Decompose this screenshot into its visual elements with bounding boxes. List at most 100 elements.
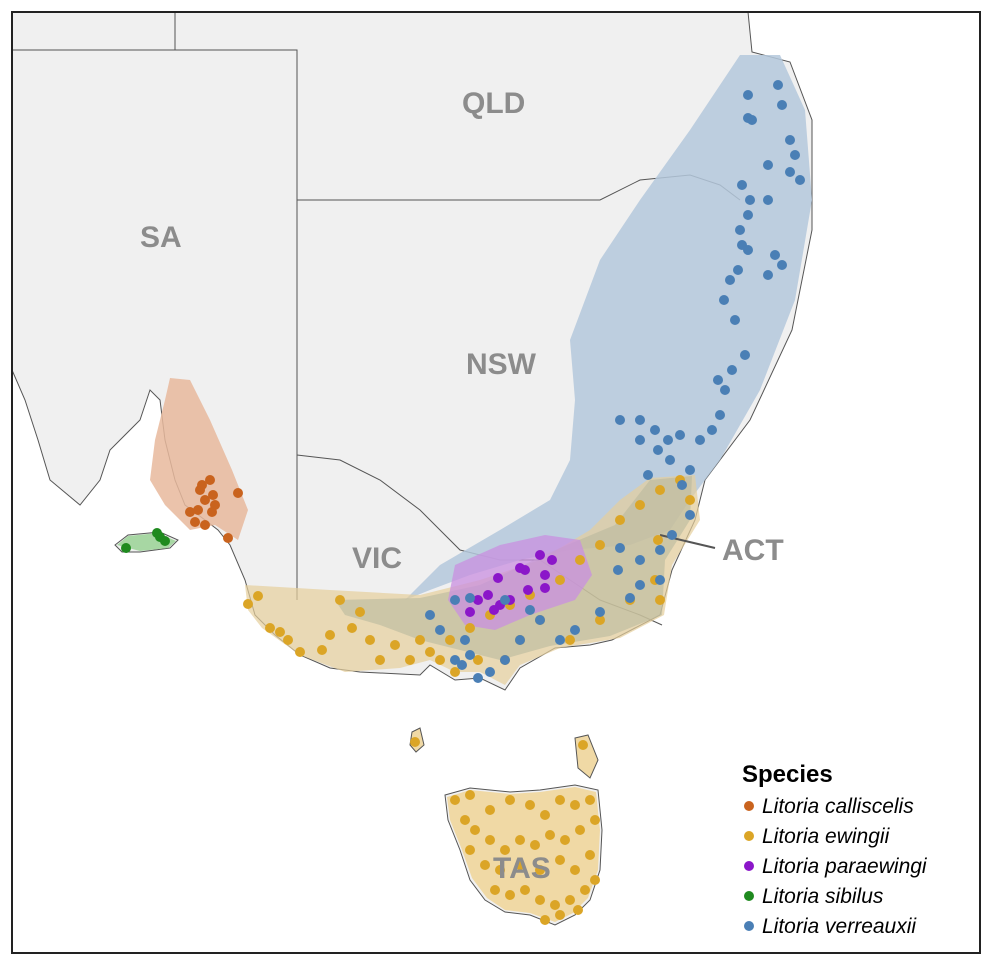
point-verreauxii xyxy=(725,275,735,285)
point-verreauxii xyxy=(473,673,483,683)
point-verreauxii xyxy=(457,660,467,670)
point-ewingii xyxy=(635,500,645,510)
range-verreauxii xyxy=(405,55,812,600)
state-label-vic: VIC xyxy=(352,542,402,575)
point-paraewingi xyxy=(493,573,503,583)
point-ewingii xyxy=(685,495,695,505)
point-verreauxii xyxy=(615,543,625,553)
point-ewingii xyxy=(465,845,475,855)
point-verreauxii xyxy=(465,650,475,660)
state-label-act: ACT xyxy=(722,534,784,567)
point-paraewingi xyxy=(520,565,530,575)
legend-swatch-sibilus xyxy=(744,891,754,901)
point-ewingii xyxy=(283,635,293,645)
point-verreauxii xyxy=(727,365,737,375)
point-verreauxii xyxy=(743,90,753,100)
point-verreauxii xyxy=(667,530,677,540)
point-verreauxii xyxy=(450,595,460,605)
point-verreauxii xyxy=(763,160,773,170)
point-verreauxii xyxy=(625,593,635,603)
state-label-sa: SA xyxy=(140,221,182,254)
point-paraewingi xyxy=(473,595,483,605)
point-calliscelis xyxy=(200,495,210,505)
point-ewingii xyxy=(480,860,490,870)
point-verreauxii xyxy=(515,635,525,645)
point-verreauxii xyxy=(555,635,565,645)
point-ewingii xyxy=(265,623,275,633)
point-ewingii xyxy=(655,595,665,605)
legend-label-paraewingi: Litoria paraewingi xyxy=(762,855,928,878)
point-paraewingi xyxy=(535,550,545,560)
legend-swatch-ewingii xyxy=(744,831,754,841)
point-ewingii xyxy=(555,855,565,865)
point-ewingii xyxy=(325,630,335,640)
point-ewingii xyxy=(545,830,555,840)
point-paraewingi xyxy=(540,570,550,580)
point-verreauxii xyxy=(653,445,663,455)
point-ewingii xyxy=(470,825,480,835)
point-calliscelis xyxy=(193,505,203,515)
point-calliscelis xyxy=(233,488,243,498)
point-ewingii xyxy=(410,737,420,747)
point-verreauxii xyxy=(770,250,780,260)
state-label-nsw: NSW xyxy=(466,348,537,381)
point-verreauxii xyxy=(570,625,580,635)
point-ewingii xyxy=(515,860,525,870)
point-verreauxii xyxy=(715,410,725,420)
point-ewingii xyxy=(570,800,580,810)
point-ewingii xyxy=(535,895,545,905)
point-ewingii xyxy=(500,845,510,855)
point-verreauxii xyxy=(635,435,645,445)
point-verreauxii xyxy=(795,175,805,185)
point-verreauxii xyxy=(695,435,705,445)
point-ewingii xyxy=(295,647,305,657)
state-label-qld: QLD xyxy=(462,87,525,120)
point-ewingii xyxy=(490,885,500,895)
point-verreauxii xyxy=(435,625,445,635)
point-paraewingi xyxy=(465,607,475,617)
points-calliscelis xyxy=(185,475,243,543)
point-ewingii xyxy=(565,895,575,905)
point-ewingii xyxy=(530,840,540,850)
point-verreauxii xyxy=(663,435,673,445)
point-ewingii xyxy=(585,795,595,805)
legend-title: Species xyxy=(742,761,833,788)
point-verreauxii xyxy=(719,295,729,305)
point-verreauxii xyxy=(720,385,730,395)
point-verreauxii xyxy=(465,593,475,603)
points-verreauxii xyxy=(425,80,805,683)
point-verreauxii xyxy=(733,265,743,275)
point-ewingii xyxy=(525,800,535,810)
point-paraewingi xyxy=(547,555,557,565)
point-verreauxii xyxy=(685,510,695,520)
point-verreauxii xyxy=(635,580,645,590)
legend-label-ewingii: Litoria ewingii xyxy=(762,825,891,848)
point-verreauxii xyxy=(613,565,623,575)
point-ewingii xyxy=(365,635,375,645)
point-verreauxii xyxy=(685,465,695,475)
point-verreauxii xyxy=(460,635,470,645)
legend-swatch-calliscelis xyxy=(744,801,754,811)
point-verreauxii xyxy=(485,667,495,677)
point-verreauxii xyxy=(525,605,535,615)
point-verreauxii xyxy=(740,350,750,360)
point-ewingii xyxy=(580,885,590,895)
point-ewingii xyxy=(355,607,365,617)
point-ewingii xyxy=(575,555,585,565)
point-ewingii xyxy=(505,890,515,900)
range-calliscelis xyxy=(150,378,248,540)
point-verreauxii xyxy=(785,135,795,145)
point-verreauxii xyxy=(713,375,723,385)
point-ewingii xyxy=(465,790,475,800)
point-verreauxii xyxy=(655,545,665,555)
point-verreauxii xyxy=(735,225,745,235)
point-calliscelis xyxy=(197,480,207,490)
point-ewingii xyxy=(540,915,550,925)
point-verreauxii xyxy=(737,180,747,190)
point-verreauxii xyxy=(655,575,665,585)
point-calliscelis xyxy=(190,517,200,527)
point-ewingii xyxy=(555,575,565,585)
point-sibilus xyxy=(121,543,131,553)
